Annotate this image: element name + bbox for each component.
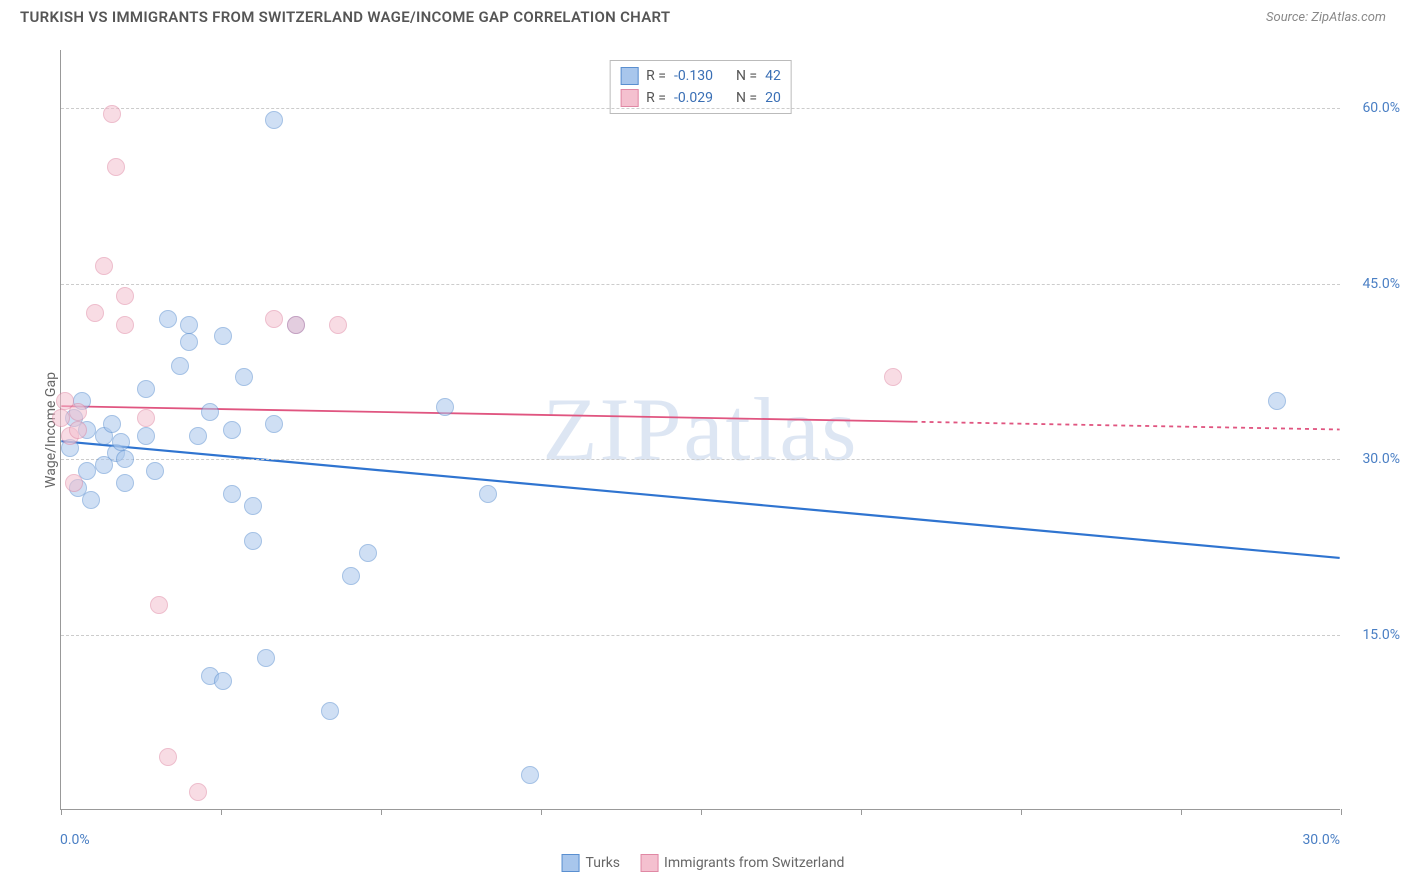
data-point — [159, 310, 177, 328]
source-label: Source: ZipAtlas.com — [1266, 10, 1386, 25]
stats-swatch — [620, 67, 638, 85]
data-point — [223, 421, 241, 439]
data-point — [103, 415, 121, 433]
n-value: 42 — [765, 68, 781, 84]
data-point — [235, 368, 253, 386]
legend-item: Turks — [562, 854, 621, 872]
x-tick — [541, 809, 542, 815]
n-label: N = — [736, 90, 757, 106]
trend-lines — [61, 50, 1340, 809]
data-point — [521, 766, 539, 784]
chart-title: TURKISH VS IMMIGRANTS FROM SWITZERLAND W… — [20, 8, 670, 26]
legend-swatch — [640, 854, 658, 872]
data-point — [257, 649, 275, 667]
data-point — [321, 702, 339, 720]
data-point — [137, 409, 155, 427]
data-point — [265, 111, 283, 129]
gridline — [61, 459, 1340, 460]
data-point — [69, 421, 87, 439]
data-point — [265, 310, 283, 328]
data-point — [116, 316, 134, 334]
x-axis-max-label: 30.0% — [1302, 832, 1340, 848]
data-point — [1268, 392, 1286, 410]
r-label: R = — [646, 68, 666, 84]
r-label: R = — [646, 90, 666, 106]
n-value: 20 — [765, 90, 781, 106]
plot-area: Wage/Income Gap ZIPatlas R =-0.130N =42R… — [60, 50, 1340, 810]
n-label: N = — [736, 68, 757, 84]
y-axis-label: Wage/Income Gap — [43, 372, 59, 488]
data-point — [479, 485, 497, 503]
stats-box: R = -0.130 N = 42 R = -0.029 N = 20 — [609, 60, 792, 114]
data-point — [95, 257, 113, 275]
legend-label: Immigrants from Switzerland — [664, 855, 844, 871]
data-point — [201, 403, 219, 421]
x-tick — [1181, 809, 1182, 815]
x-tick — [381, 809, 382, 815]
data-point — [180, 333, 198, 351]
stats-swatch — [620, 89, 638, 107]
data-point — [359, 544, 377, 562]
data-point — [171, 357, 189, 375]
data-point — [342, 567, 360, 585]
data-point — [244, 532, 262, 550]
legend-swatch — [562, 854, 580, 872]
data-point — [329, 316, 347, 334]
y-tick-label: 15.0% — [1362, 627, 1400, 643]
data-point — [189, 427, 207, 445]
y-tick-label: 60.0% — [1362, 100, 1400, 116]
data-point — [65, 474, 83, 492]
x-tick — [861, 809, 862, 815]
data-point — [86, 304, 104, 322]
data-point — [150, 596, 168, 614]
x-tick — [221, 809, 222, 815]
data-point — [146, 462, 164, 480]
y-tick-label: 30.0% — [1362, 451, 1400, 467]
watermark: ZIPatlas — [543, 378, 859, 481]
r-value: -0.130 — [674, 68, 728, 84]
data-point — [436, 398, 454, 416]
x-tick — [701, 809, 702, 815]
data-point — [223, 485, 241, 503]
data-point — [244, 497, 262, 515]
r-value: -0.029 — [674, 90, 728, 106]
y-tick-label: 45.0% — [1362, 276, 1400, 292]
x-axis-min-label: 0.0% — [60, 832, 90, 848]
data-point — [265, 415, 283, 433]
x-tick — [1021, 809, 1022, 815]
data-point — [82, 491, 100, 509]
legend: Turks Immigrants from Switzerland — [562, 854, 845, 872]
gridline — [61, 635, 1340, 636]
data-point — [159, 748, 177, 766]
data-point — [137, 380, 155, 398]
data-point — [214, 672, 232, 690]
data-point — [214, 327, 232, 345]
chart-container: Wage/Income Gap ZIPatlas R =-0.130N =42R… — [20, 40, 1386, 840]
data-point — [180, 316, 198, 334]
data-point — [69, 403, 87, 421]
stats-row: R = -0.130 N = 42 — [620, 65, 781, 87]
data-point — [52, 409, 70, 427]
gridline — [61, 284, 1340, 285]
data-point — [116, 474, 134, 492]
data-point — [189, 783, 207, 801]
legend-item: Immigrants from Switzerland — [640, 854, 844, 872]
data-point — [103, 105, 121, 123]
data-point — [287, 316, 305, 334]
legend-label: Turks — [586, 855, 621, 871]
x-tick — [1341, 809, 1342, 815]
data-point — [137, 427, 155, 445]
data-point — [116, 287, 134, 305]
data-point — [112, 433, 130, 451]
x-tick — [61, 809, 62, 815]
gridline — [61, 108, 1340, 109]
data-point — [884, 368, 902, 386]
data-point — [107, 158, 125, 176]
stats-row: R = -0.029 N = 20 — [620, 87, 781, 109]
data-point — [116, 450, 134, 468]
